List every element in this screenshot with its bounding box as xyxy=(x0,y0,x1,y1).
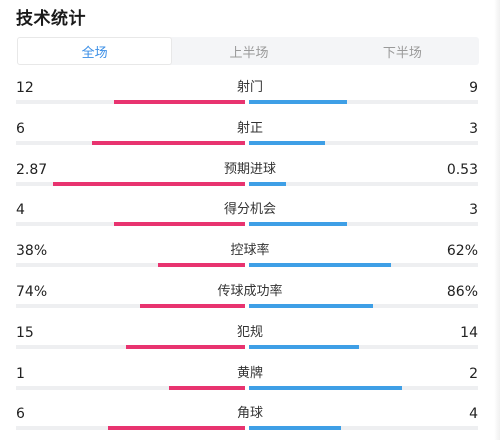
away-bar xyxy=(249,140,325,145)
tab-first-half[interactable]: 上半场 xyxy=(229,45,269,61)
home-bar xyxy=(114,222,245,227)
home-value: 74% xyxy=(16,283,48,300)
stat-label: 射门 xyxy=(236,80,263,95)
away-value: 14 xyxy=(460,324,478,341)
home-value: 6 xyxy=(16,406,25,423)
stat-label: 射正 xyxy=(236,120,263,136)
away-value: 9 xyxy=(469,80,478,96)
away-value: 3 xyxy=(469,120,478,137)
away-bar xyxy=(249,344,359,349)
away-track xyxy=(249,181,478,186)
stat-row-corners: 6 角球 4 xyxy=(0,405,500,446)
away-bar xyxy=(249,385,403,390)
home-track xyxy=(16,303,245,308)
home-value: 15 xyxy=(16,324,34,341)
home-bar xyxy=(139,303,245,308)
away-track xyxy=(249,303,478,308)
away-track xyxy=(249,426,478,431)
stat-row-shots-on-target: 6 射正 3 xyxy=(0,120,500,161)
away-value: 62% xyxy=(446,243,478,260)
home-value: 38% xyxy=(16,243,48,260)
away-bar xyxy=(249,100,348,104)
home-bar xyxy=(169,385,245,390)
home-track xyxy=(16,140,245,145)
stat-label: 犯规 xyxy=(236,324,263,340)
away-track xyxy=(249,263,478,268)
stat-label: 得分机会 xyxy=(223,202,276,218)
home-value: 6 xyxy=(16,120,25,137)
away-track xyxy=(249,100,478,104)
page-title: 技术统计 xyxy=(16,9,86,29)
away-bar xyxy=(249,303,373,308)
scroll-edge xyxy=(494,0,500,440)
home-track xyxy=(16,222,245,227)
stat-row-pass-accuracy: 74% 传球成功率 86% xyxy=(0,283,500,324)
away-value: 0.53 xyxy=(446,161,478,178)
home-bar xyxy=(125,344,245,349)
stat-label: 黄牌 xyxy=(236,365,263,381)
home-bar xyxy=(107,426,245,431)
stat-label: 预期进球 xyxy=(223,161,276,177)
home-value: 12 xyxy=(16,80,34,96)
tab-second-half[interactable]: 下半场 xyxy=(382,45,422,61)
away-value: 86% xyxy=(446,283,478,300)
away-value: 4 xyxy=(469,406,478,423)
away-track xyxy=(249,222,478,227)
away-track xyxy=(249,385,478,390)
home-track xyxy=(16,181,245,186)
stat-label: 角球 xyxy=(236,406,263,422)
stat-row-yellow-cards: 1 黄牌 2 xyxy=(0,365,500,406)
home-bar xyxy=(52,181,245,186)
away-bar xyxy=(249,181,286,186)
home-track xyxy=(16,100,245,104)
period-tabs: 全场 上半场 下半场 xyxy=(17,37,479,65)
stat-row-possession: 38% 控球率 62% xyxy=(0,242,500,283)
home-track xyxy=(16,385,245,390)
home-bar xyxy=(114,100,245,104)
away-bar xyxy=(249,222,348,227)
away-value: 2 xyxy=(469,365,478,382)
stat-row-expected-goals: 2.87 预期进球 0.53 xyxy=(0,161,500,202)
stat-label: 控球率 xyxy=(230,243,270,259)
home-track xyxy=(16,344,245,349)
stat-row-fouls: 15 犯规 14 xyxy=(0,324,500,365)
stat-row-shots: 12 射门 9 xyxy=(0,79,500,120)
stats-list: 12 射门 9 6 射正 3 2.87 预期进球 0.53 4 得分机会 3 3… xyxy=(0,79,500,446)
home-bar xyxy=(91,140,245,145)
home-value: 2.87 xyxy=(16,161,48,178)
away-bar xyxy=(249,263,391,268)
home-value: 4 xyxy=(16,202,25,219)
home-value: 1 xyxy=(16,365,25,382)
home-bar xyxy=(157,263,245,268)
away-track xyxy=(249,344,478,349)
away-bar xyxy=(249,426,341,431)
home-track xyxy=(16,263,245,268)
stat-row-big-chances: 4 得分机会 3 xyxy=(0,201,500,242)
stat-label: 传球成功率 xyxy=(217,283,283,299)
away-value: 3 xyxy=(469,202,478,219)
away-track xyxy=(249,140,478,145)
tab-full-match[interactable]: 全场 xyxy=(17,37,173,65)
home-track xyxy=(16,426,245,431)
